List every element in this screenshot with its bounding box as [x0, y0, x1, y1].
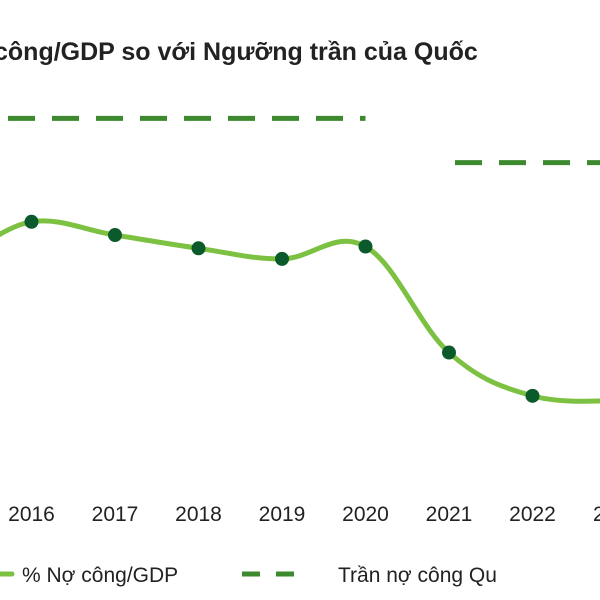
chart-title: công/GDP so với Ngưỡng trần của Quốc — [0, 38, 478, 66]
x-tick-label: 2022 — [509, 503, 556, 526]
legend: % Nợ công/GDP Trần nợ công Qu — [0, 564, 497, 587]
series-line-debt-ratio — [0, 218, 600, 404]
data-point-2020 — [358, 239, 373, 254]
x-tick-label: 2020 — [342, 503, 389, 526]
x-tick-label: 2018 — [175, 503, 222, 526]
ceiling-lines — [8, 115, 600, 166]
data-point-2018 — [191, 241, 206, 256]
x-tick-label: 2016 — [8, 503, 55, 526]
x-axis-ticks: 2016 2017 2018 2019 2020 2021 2022 2 — [8, 503, 600, 526]
x-tick-label: 2 — [593, 503, 600, 526]
data-point-2019 — [275, 251, 289, 266]
legend-label-debt-ratio: % Nợ công/GDP — [22, 564, 178, 587]
x-tick-label: 2019 — [259, 503, 306, 526]
x-tick-label: 2021 — [426, 503, 473, 526]
data-point-2022 — [525, 388, 540, 403]
x-tick-label: 2017 — [92, 503, 139, 526]
data-point-2016 — [24, 214, 39, 229]
legend-label-debt-ceiling: Trần nợ công Qu — [338, 564, 497, 587]
data-markers — [24, 214, 540, 403]
data-point-2017 — [108, 228, 122, 243]
series-line-layer — [0, 218, 600, 404]
data-point-2021 — [442, 345, 456, 360]
